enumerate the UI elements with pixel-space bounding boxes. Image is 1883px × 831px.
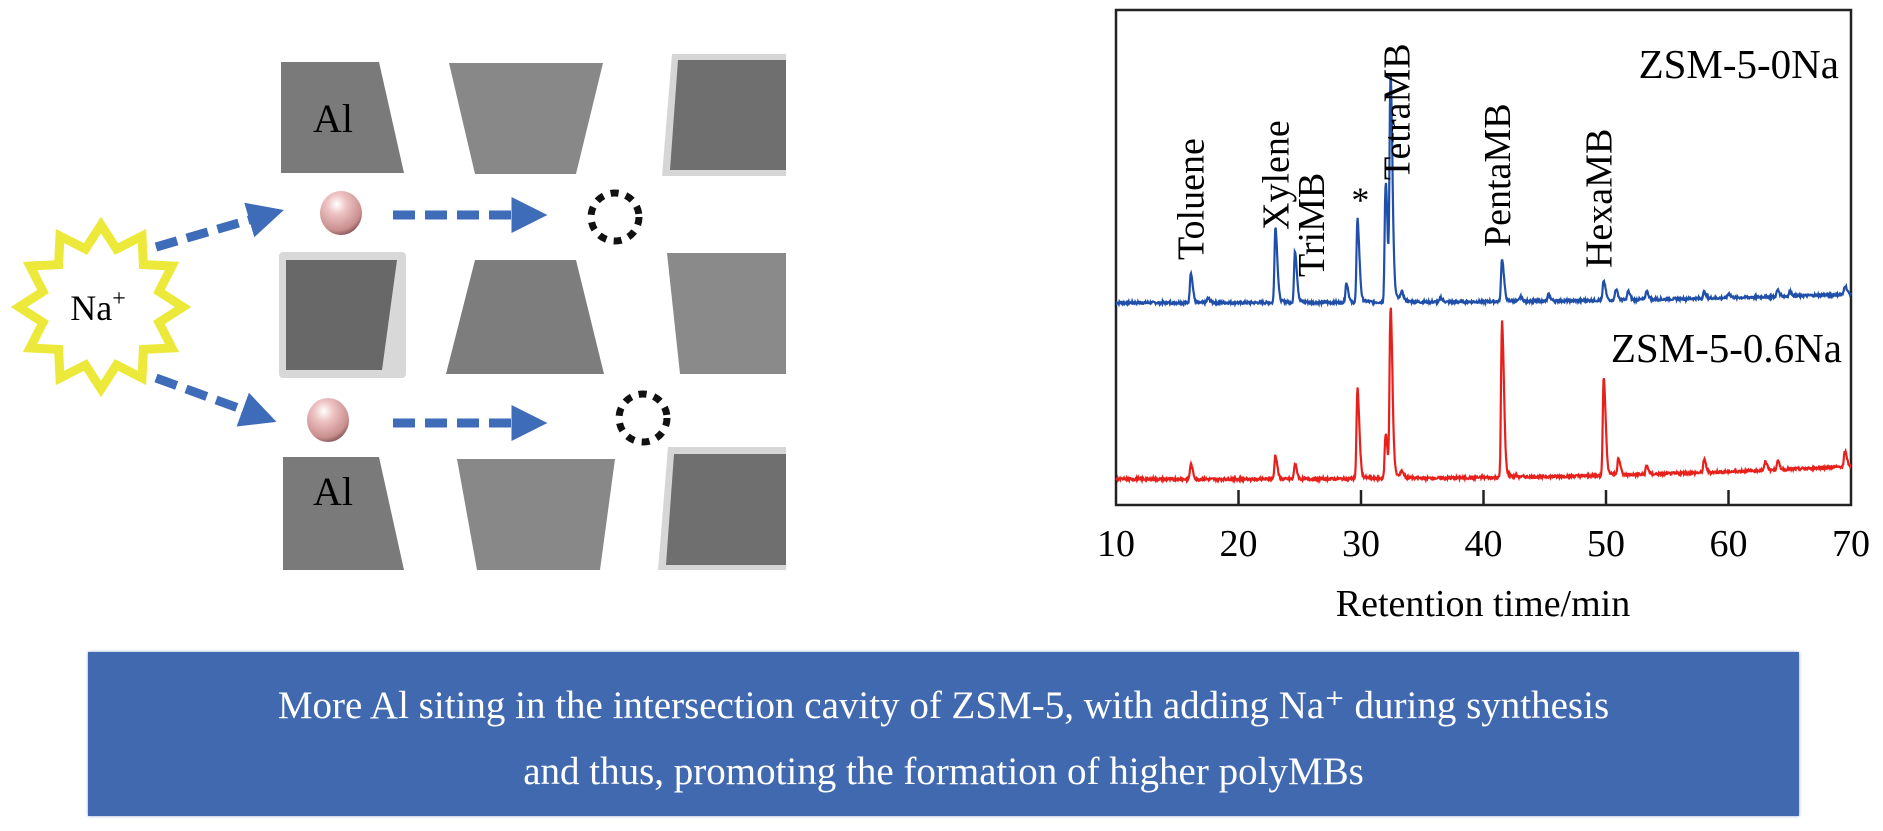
framework-block xyxy=(666,454,786,565)
series-label-06na: ZSM-5-0.6Na xyxy=(1611,325,1842,371)
al-label-top: Al xyxy=(313,96,353,141)
framework-block xyxy=(286,260,397,370)
na-charge: + xyxy=(112,286,126,312)
na-ion-sphere-icon xyxy=(320,191,362,235)
x-tick-label: 50 xyxy=(1587,523,1625,565)
chromatogram-chart: 10 20 30 40 50 60 70 ZSM-5-0Na ZSM-5-0.6Na Tol… xyxy=(1097,8,1870,625)
arrow-diagonal-up-icon xyxy=(154,202,284,252)
peak-label-pentamb: PentaMB xyxy=(1477,103,1519,247)
framework-block xyxy=(667,253,786,374)
na-label: Na+ xyxy=(70,286,126,328)
peak-label-tetramb: TetraMB xyxy=(1377,43,1419,180)
banner-line-1: More Al siting in the intersection cavit… xyxy=(277,684,1610,727)
x-tick-label: 70 xyxy=(1832,523,1870,565)
na-ion-sphere-icon xyxy=(307,398,349,442)
x-tick-label: 60 xyxy=(1710,523,1748,565)
framework-block xyxy=(670,60,786,170)
na-label-text: Na xyxy=(70,288,112,328)
framework-block-al-top xyxy=(281,62,404,173)
peak-label-trimb: TriMB xyxy=(1291,173,1333,277)
vacancy-dashed-circle-icon xyxy=(615,390,671,446)
peak-label-toluene: Toluene xyxy=(1171,138,1213,260)
peak-label-asterisk: * xyxy=(1351,180,1369,220)
series-line-zsm5-06na xyxy=(1115,307,1852,485)
x-tick-label: 20 xyxy=(1220,523,1258,565)
arrow-diagonal-down-icon xyxy=(154,373,277,427)
framework-block xyxy=(446,260,604,374)
x-tick-label: 10 xyxy=(1097,523,1135,565)
framework-block xyxy=(457,459,615,570)
al-label-bottom: Al xyxy=(313,469,353,514)
x-tick-label: 40 xyxy=(1465,523,1503,565)
framework-block xyxy=(449,63,603,174)
peak-label-xylene: Xylene xyxy=(1255,120,1297,230)
zeolite-framework xyxy=(279,54,786,570)
series-line-zsm5-0na xyxy=(1115,76,1853,308)
x-tick-label: 30 xyxy=(1342,523,1380,565)
peak-label-hexamb: HexaMB xyxy=(1579,129,1621,268)
na-star-icon xyxy=(10,216,192,398)
framework-block-al-bottom xyxy=(283,457,404,570)
series-label-0na: ZSM-5-0Na xyxy=(1639,41,1839,87)
vacancy-dashed-circle-icon xyxy=(587,189,643,245)
banner-line-2: and thus, promoting the formation of hig… xyxy=(523,750,1364,793)
summary-banner: More Al siting in the intersection cavit… xyxy=(88,652,1799,816)
x-axis-title: Retention time/min xyxy=(1336,583,1630,625)
